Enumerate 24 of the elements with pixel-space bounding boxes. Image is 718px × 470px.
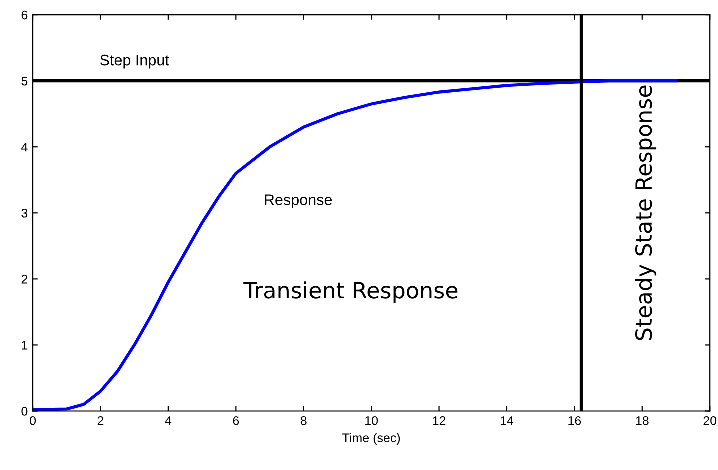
x-tick-label: 16 [568, 416, 582, 426]
annotation: Transient Response [244, 282, 458, 304]
x-tick-label: 0 [30, 416, 36, 426]
y-tick-label: 0 [22, 407, 28, 416]
x-tick-label: 4 [165, 416, 172, 426]
x-tick-label: 12 [433, 416, 446, 426]
y-tick-label: 5 [22, 77, 28, 86]
x-tick-label: 18 [636, 416, 649, 426]
x-tick-label: 14 [500, 416, 514, 426]
annotation: Steady State Response [635, 86, 657, 340]
x-tick-label: 20 [704, 416, 717, 426]
x-axis-title: Time (sec) [342, 433, 400, 445]
y-tick-label: 3 [22, 208, 28, 218]
x-tick-label: 8 [300, 416, 307, 426]
annotation: Step Input [100, 54, 170, 69]
y-tick-label: 6 [22, 10, 28, 20]
y-tick-label: 2 [22, 274, 28, 284]
line-series [33, 80, 678, 412]
y-tick-label: 4 [22, 143, 28, 152]
annotation: Response [265, 194, 332, 208]
x-tick-label: 6 [233, 416, 240, 426]
x-tick-label: 2 [98, 416, 104, 426]
x-tick-label: 10 [366, 416, 378, 426]
y-tick-label: 1 [22, 341, 28, 350]
